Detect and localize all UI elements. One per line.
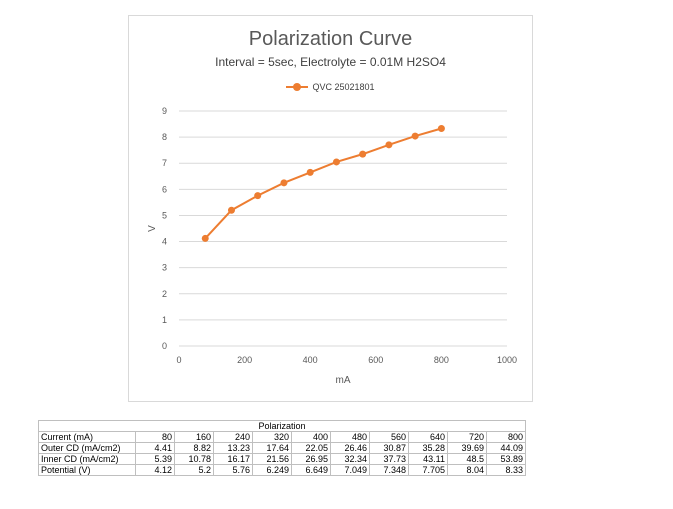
table-caption: Polarization (38, 420, 526, 432)
y-tick-label: 2 (162, 289, 167, 299)
plot-area: 0 1 2 3 4 5 6 7 8 9 0 200 400 600 800 1000 mA V (147, 106, 517, 386)
table-cell: 43.11 (408, 453, 448, 465)
table-cell: 640 (408, 431, 448, 443)
table-cell: 5.39 (135, 453, 175, 465)
table-caption-row: Polarization (38, 420, 526, 432)
table-cell: 7.049 (330, 464, 370, 476)
table-cell: 35.28 (408, 442, 448, 454)
table-cell: 13.23 (213, 442, 253, 454)
x-tick-label: 0 (176, 355, 181, 365)
table-row-label: Current (mA) (38, 431, 136, 443)
y-tick-label: 9 (162, 106, 167, 116)
y-axis-title: V (147, 225, 158, 232)
x-axis-title: mA (336, 375, 351, 386)
x-tick-label: 200 (237, 355, 252, 365)
data-table: Polarization Current (mA) 80 160 240 320 400 4… (38, 420, 526, 476)
data-point (385, 141, 393, 149)
table-cell: 26.95 (291, 453, 331, 465)
x-tick-label: 600 (368, 355, 383, 365)
table-cell: 53.89 (486, 453, 526, 465)
table-row: Current (mA) 80 160 240 320 400 480 560 640 720 80… (38, 431, 526, 443)
table-cell: 8.33 (486, 464, 526, 476)
data-point (411, 132, 419, 140)
y-tick-label: 1 (162, 315, 167, 325)
data-point (332, 158, 340, 166)
table-cell: 22.05 (291, 442, 331, 454)
table-cell: 4.12 (135, 464, 175, 476)
table-cell: 6.649 (291, 464, 331, 476)
table-row: Outer CD (mA/cm2) 4.41 8.82 13.23 17.64 22.05… (38, 442, 526, 454)
y-tick-label: 0 (162, 341, 167, 351)
table-row-label: Outer CD (mA/cm2) (38, 442, 136, 454)
data-point (254, 192, 262, 200)
chart-subtitle: Interval = 5sec, Electrolyte = 0.01M H2S… (215, 55, 446, 69)
legend-label: QVC 25021801 (312, 82, 375, 92)
legend-marker (286, 82, 309, 92)
table-cell: 8.82 (174, 442, 214, 454)
x-tick-label: 400 (303, 355, 318, 365)
table-cell: 48.5 (447, 453, 487, 465)
table-cell: 240 (213, 431, 253, 443)
chart-legend: QVC 25021801 (129, 82, 532, 92)
chart-title: Polarization Curve (248, 28, 413, 50)
y-tick-label: 4 (162, 237, 167, 247)
data-point (306, 168, 314, 176)
x-tick-label: 1000 (497, 355, 517, 365)
table-cell: 5.76 (213, 464, 253, 476)
table-cell: 80 (135, 431, 175, 443)
data-point (280, 179, 288, 187)
table-cell: 10.78 (174, 453, 214, 465)
table-cell: 8.04 (447, 464, 487, 476)
table-cell: 37.73 (369, 453, 409, 465)
data-point (437, 124, 445, 132)
table-cell: 560 (369, 431, 409, 443)
table-row: Inner CD (mA/cm2) 5.39 10.78 16.17 21.56 26.9… (38, 453, 526, 465)
table-cell: 30.87 (369, 442, 409, 454)
table-row-label: Potential (V) (38, 464, 136, 476)
table-cell: 26.46 (330, 442, 370, 454)
table-row: Potential (V) 4.12 5.2 5.76 6.249 6.649 7.049 7… (38, 464, 526, 476)
table-cell: 320 (252, 431, 292, 443)
y-tick-label: 6 (162, 184, 167, 194)
y-tick-label: 5 (162, 210, 167, 220)
table-cell: 7.705 (408, 464, 448, 476)
table-cell: 400 (291, 431, 331, 443)
table-cell: 6.249 (252, 464, 292, 476)
table-row-label: Inner CD (mA/cm2) (38, 453, 136, 465)
table-cell: 720 (447, 431, 487, 443)
data-point (227, 206, 235, 214)
table-cell: 480 (330, 431, 370, 443)
table-cell: 44.09 (486, 442, 526, 454)
table-cell: 4.41 (135, 442, 175, 454)
table-cell: 32.34 (330, 453, 370, 465)
table-cell: 16.17 (213, 453, 253, 465)
table-cell: 21.56 (252, 453, 292, 465)
x-tick-label: 800 (434, 355, 449, 365)
y-tick-label: 3 (162, 263, 167, 273)
y-tick-label: 7 (162, 158, 167, 168)
chart-frame: Polarization Curve Interval = 5sec, Elec… (128, 15, 533, 402)
series-line (204, 127, 442, 240)
data-point (359, 150, 367, 158)
table-cell: 39.69 (447, 442, 487, 454)
table-cell: 5.2 (174, 464, 214, 476)
table-cell: 7.348 (369, 464, 409, 476)
table-cell: 160 (174, 431, 214, 443)
table-cell: 800 (486, 431, 526, 443)
table-cell: 17.64 (252, 442, 292, 454)
y-tick-label: 8 (162, 132, 167, 142)
data-point (201, 234, 209, 242)
